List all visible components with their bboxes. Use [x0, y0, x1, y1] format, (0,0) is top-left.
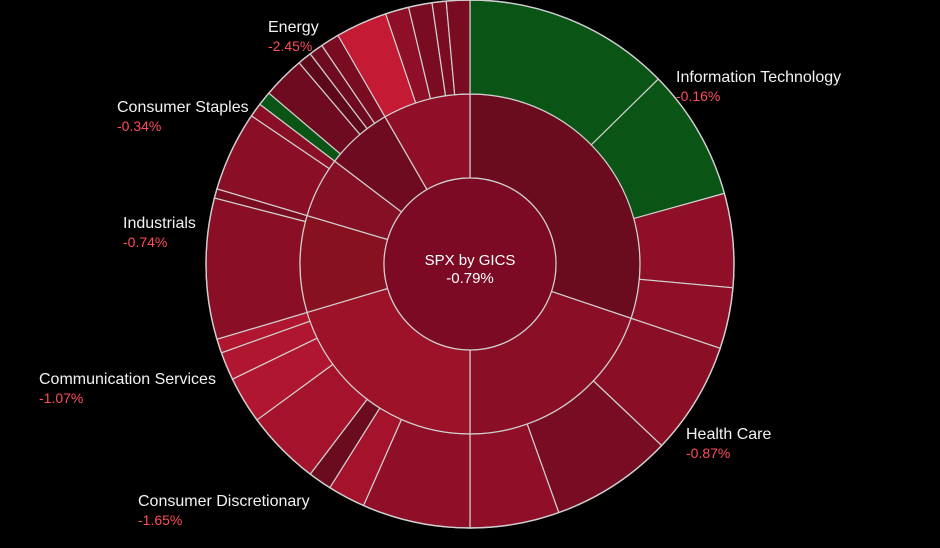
sector-change: -0.74%: [123, 234, 168, 250]
center-label: SPX by GICS -0.79%: [394, 252, 546, 288]
sector-change: -2.45%: [268, 38, 313, 54]
sector-change: -0.34%: [117, 118, 162, 134]
sector-name: Consumer Discretionary: [138, 493, 310, 510]
center-disc[interactable]: [383, 177, 557, 351]
sector-change: -0.16%: [676, 88, 721, 104]
sector-name: Health Care: [686, 426, 772, 443]
sector-change: -1.65%: [138, 512, 183, 528]
outer-ring: [205, 0, 735, 529]
center-title: SPX by GICS: [424, 252, 516, 269]
sector-change: -1.07%: [39, 390, 84, 406]
sector-name: Energy: [268, 19, 319, 36]
sector-name: Communication Services: [39, 371, 216, 388]
sector-label-energy[interactable]: Energy -2.45%: [268, 18, 319, 56]
sector-label-consumer-staples[interactable]: Consumer Staples -0.34%: [117, 98, 249, 136]
sector-label-communication-services[interactable]: Communication Services -1.07%: [39, 370, 216, 408]
sector-label-industrials[interactable]: Industrials -0.74%: [123, 214, 196, 252]
sector-change: -0.87%: [686, 445, 731, 461]
sector-name: Information Technology: [676, 69, 842, 86]
sector-label-health-care[interactable]: Health Care -0.87%: [686, 425, 771, 463]
center-change: -0.79%: [446, 270, 494, 287]
sector-name: Consumer Staples: [117, 99, 249, 116]
sector-label-consumer-discretionary[interactable]: Consumer Discretionary -1.65%: [138, 492, 310, 530]
sector-label-information-technology[interactable]: Information Technology -0.16%: [676, 68, 841, 106]
sector-name: Industrials: [123, 215, 196, 232]
